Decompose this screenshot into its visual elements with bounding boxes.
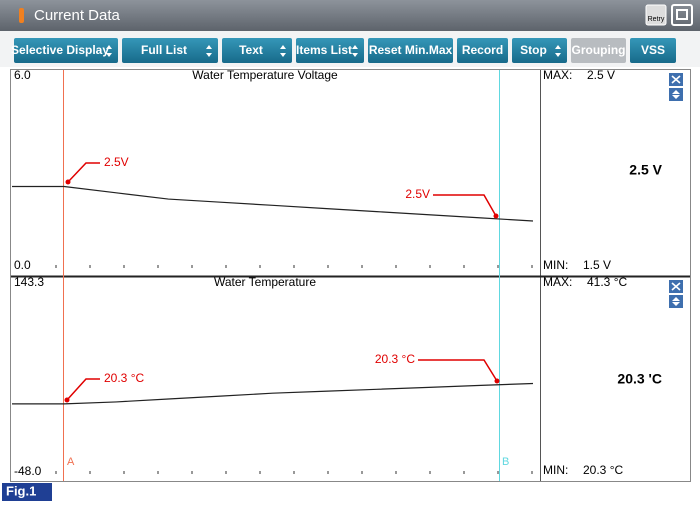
annotation: 2.5V	[405, 187, 430, 201]
spin-icon	[280, 45, 286, 57]
scale-bottom: -48.0	[14, 464, 42, 478]
graph-panel: 6.0 0.0 Water Temperature Voltage 2.5V 2.5V M…	[12, 68, 683, 272]
spin-icon	[206, 45, 212, 57]
annotation-arrow	[433, 194, 497, 217]
graph-title: Water Temperature Voltage	[192, 68, 338, 82]
button-label: Full List	[141, 43, 187, 57]
arrow-head	[65, 179, 71, 185]
expand-button[interactable]	[669, 295, 683, 308]
toolbar-button[interactable]: Grouping	[571, 38, 626, 63]
button-face	[512, 38, 567, 63]
scale-top: 143.3	[14, 275, 44, 289]
annotation: 20.3 °C	[375, 352, 415, 366]
max-label: MAX:	[543, 275, 572, 289]
expand-button[interactable]	[669, 88, 683, 101]
current-value: 20.3 'C	[617, 371, 662, 387]
max-value: 2.5 V	[587, 68, 615, 82]
toolbar-button[interactable]: Full List	[122, 38, 218, 63]
spin-icon	[352, 45, 358, 57]
max-label: MAX:	[543, 68, 572, 82]
window-title: Current Data	[34, 7, 121, 24]
data-trace	[12, 382, 534, 405]
button-face	[571, 38, 626, 63]
toolbar-button[interactable]: Text	[222, 38, 292, 63]
annotation: 20.3 °C	[104, 371, 144, 385]
graph-title: Water Temperature	[214, 275, 316, 289]
window-button[interactable]	[671, 4, 693, 26]
button-label: Items List	[296, 43, 352, 57]
expand-icon	[672, 90, 680, 99]
button-label: Record	[462, 43, 503, 57]
cursor-label: A	[67, 456, 75, 468]
button-face	[14, 38, 118, 63]
button-row: Selective Display Full List Text Items List…	[11, 38, 676, 63]
arrow-head	[494, 378, 500, 384]
button-label: Reset Min.Max	[369, 43, 453, 57]
toolbar-button[interactable]: Stop	[512, 38, 567, 63]
data-trace	[12, 185, 534, 222]
button-face	[296, 38, 364, 63]
max-value: 41.3 °C	[587, 275, 627, 289]
min-value: 20.3 °C	[583, 463, 623, 477]
toolbar-button[interactable]: VSS	[630, 38, 676, 63]
button-label: VSS	[641, 43, 665, 57]
cursor-label: B	[502, 456, 509, 468]
spin-icon	[555, 45, 561, 57]
button-label: Text	[239, 43, 263, 57]
close-icon	[671, 75, 681, 84]
annotation-arrow	[418, 359, 498, 382]
spin-icon	[106, 45, 112, 57]
current-value: 2.5 V	[629, 162, 662, 178]
figure-label: Fig.1	[6, 483, 36, 498]
annotation: 2.5V	[104, 155, 129, 169]
button-face	[222, 38, 292, 63]
arrow-head	[64, 397, 70, 403]
toolbar-button[interactable]: Items List	[296, 38, 364, 63]
annotation-arrow	[67, 162, 100, 183]
button-face	[457, 38, 508, 63]
toolbar-button[interactable]: Record	[457, 38, 508, 63]
arrow-head	[493, 213, 499, 219]
toolbar-button[interactable]: Selective Display	[11, 38, 118, 63]
button-face	[368, 38, 453, 63]
window-icon	[676, 9, 688, 20]
scale-top: 6.0	[14, 68, 31, 82]
toolbar-button[interactable]: Reset Min.Max	[368, 38, 453, 63]
button-face	[630, 38, 676, 63]
panels: 6.0 0.0 Water Temperature Voltage 2.5V 2.5V M…	[12, 68, 683, 478]
title-icon	[19, 8, 24, 23]
button-label: Stop	[520, 43, 547, 57]
title-bar	[0, 0, 700, 31]
min-value: 1.5 V	[583, 258, 611, 272]
expand-icon	[672, 297, 680, 306]
figure-badge	[2, 483, 52, 501]
button-label: Grouping	[572, 43, 626, 57]
graph-panel: 143.3 -48.0 Water Temperature 20.3 °C 20.3 °…	[12, 275, 683, 478]
min-label: MIN:	[543, 258, 568, 272]
annotation-arrow	[66, 378, 100, 401]
min-label: MIN:	[543, 463, 568, 477]
button-face	[122, 38, 218, 63]
retry-label: Retry	[648, 16, 665, 23]
button-label: Selective Display	[11, 43, 109, 57]
scale-bottom: 0.0	[14, 258, 31, 272]
close-icon	[671, 282, 681, 291]
retry-button[interactable]	[645, 4, 667, 26]
